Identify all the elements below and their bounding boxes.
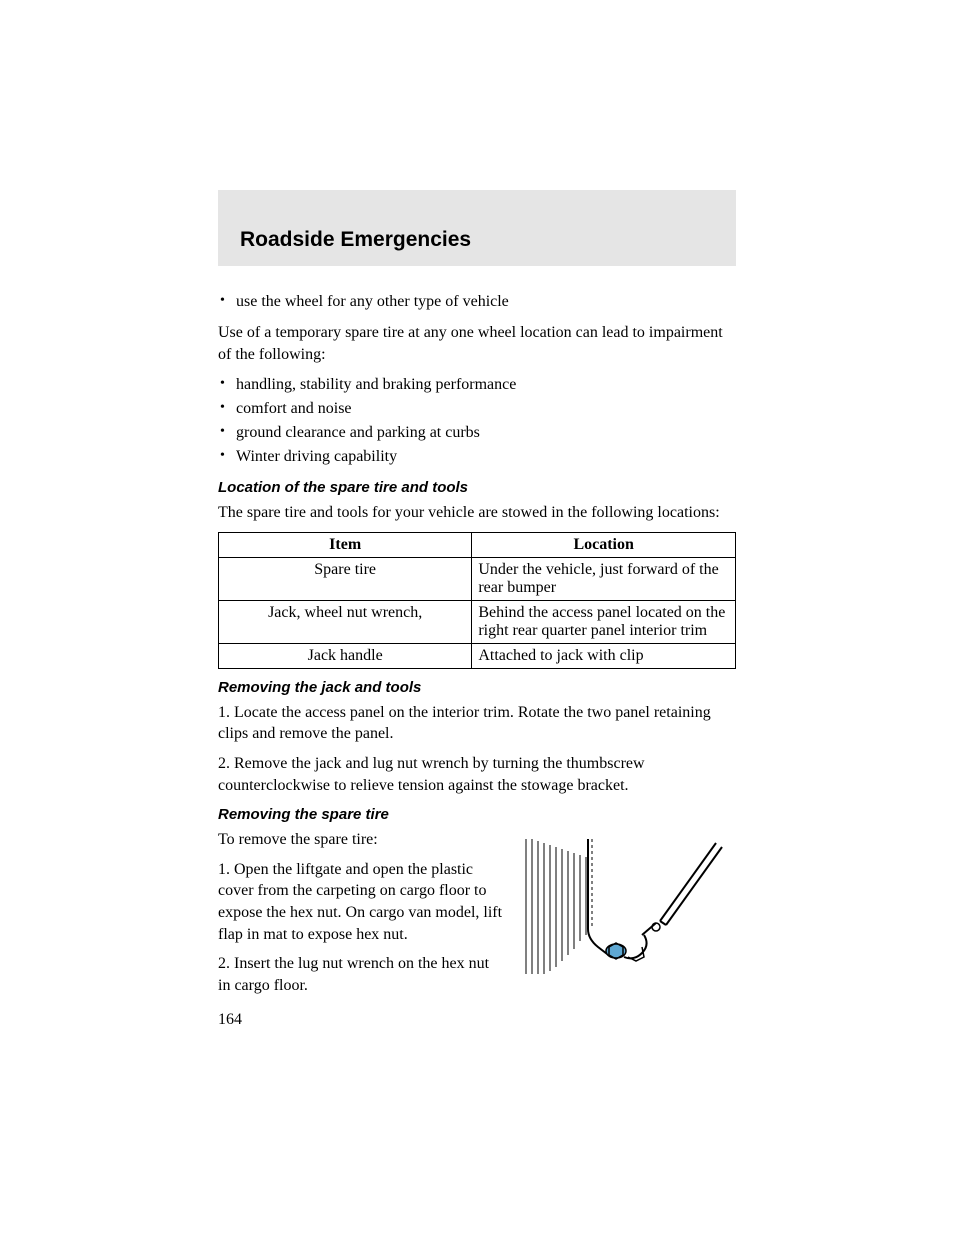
step: 1. Locate the access panel on the interi… <box>218 702 736 745</box>
list-item: ground clearance and parking at curbs <box>218 421 736 445</box>
spare-tire-diagram-icon <box>516 829 736 979</box>
table-row: Jack, wheel nut wrench, Behind the acces… <box>219 600 736 643</box>
location-intro: The spare tire and tools for your vehicl… <box>218 502 736 524</box>
cell-location: Under the vehicle, just forward of the r… <box>472 557 736 600</box>
step: 2. Insert the lug nut wrench on the hex … <box>218 953 504 996</box>
list-item: comfort and noise <box>218 397 736 421</box>
step: 2. Remove the jack and lug nut wrench by… <box>218 753 736 796</box>
list-item: use the wheel for any other type of vehi… <box>218 290 736 314</box>
intro-paragraph: Use of a temporary spare tire at any one… <box>218 322 736 365</box>
location-table: Item Location Spare tire Under the vehic… <box>218 532 736 669</box>
spare-text-column: To remove the spare tire: 1. Open the li… <box>218 829 504 1004</box>
cell-item: Spare tire <box>219 557 472 600</box>
col-header-item: Item <box>219 532 472 557</box>
top-bullet-list: use the wheel for any other type of vehi… <box>218 290 736 314</box>
subheading-removing-jack: Removing the jack and tools <box>218 679 736 696</box>
cell-item: Jack handle <box>219 643 472 668</box>
spare-two-column: To remove the spare tire: 1. Open the li… <box>218 829 736 1004</box>
subheading-removing-spare: Removing the spare tire <box>218 806 736 823</box>
cell-item: Jack, wheel nut wrench, <box>219 600 472 643</box>
table-row: Jack handle Attached to jack with clip <box>219 643 736 668</box>
page: Roadside Emergencies use the wheel for a… <box>0 0 954 1235</box>
cell-location: Behind the access panel located on the r… <box>472 600 736 643</box>
page-number: 164 <box>218 1011 242 1029</box>
table-row: Spare tire Under the vehicle, just forwa… <box>219 557 736 600</box>
list-item: handling, stability and braking performa… <box>218 373 736 397</box>
spare-illustration-column <box>516 829 736 1004</box>
list-item: Winter driving capability <box>218 445 736 469</box>
page-title: Roadside Emergencies <box>240 228 736 252</box>
impairments-list: handling, stability and braking performa… <box>218 373 736 469</box>
table-header-row: Item Location <box>219 532 736 557</box>
step: 1. Open the liftgate and open the plasti… <box>218 859 504 945</box>
spare-intro: To remove the spare tire: <box>218 829 504 851</box>
subheading-location: Location of the spare tire and tools <box>218 479 736 496</box>
header-band: Roadside Emergencies <box>218 190 736 266</box>
col-header-location: Location <box>472 532 736 557</box>
cell-location: Attached to jack with clip <box>472 643 736 668</box>
